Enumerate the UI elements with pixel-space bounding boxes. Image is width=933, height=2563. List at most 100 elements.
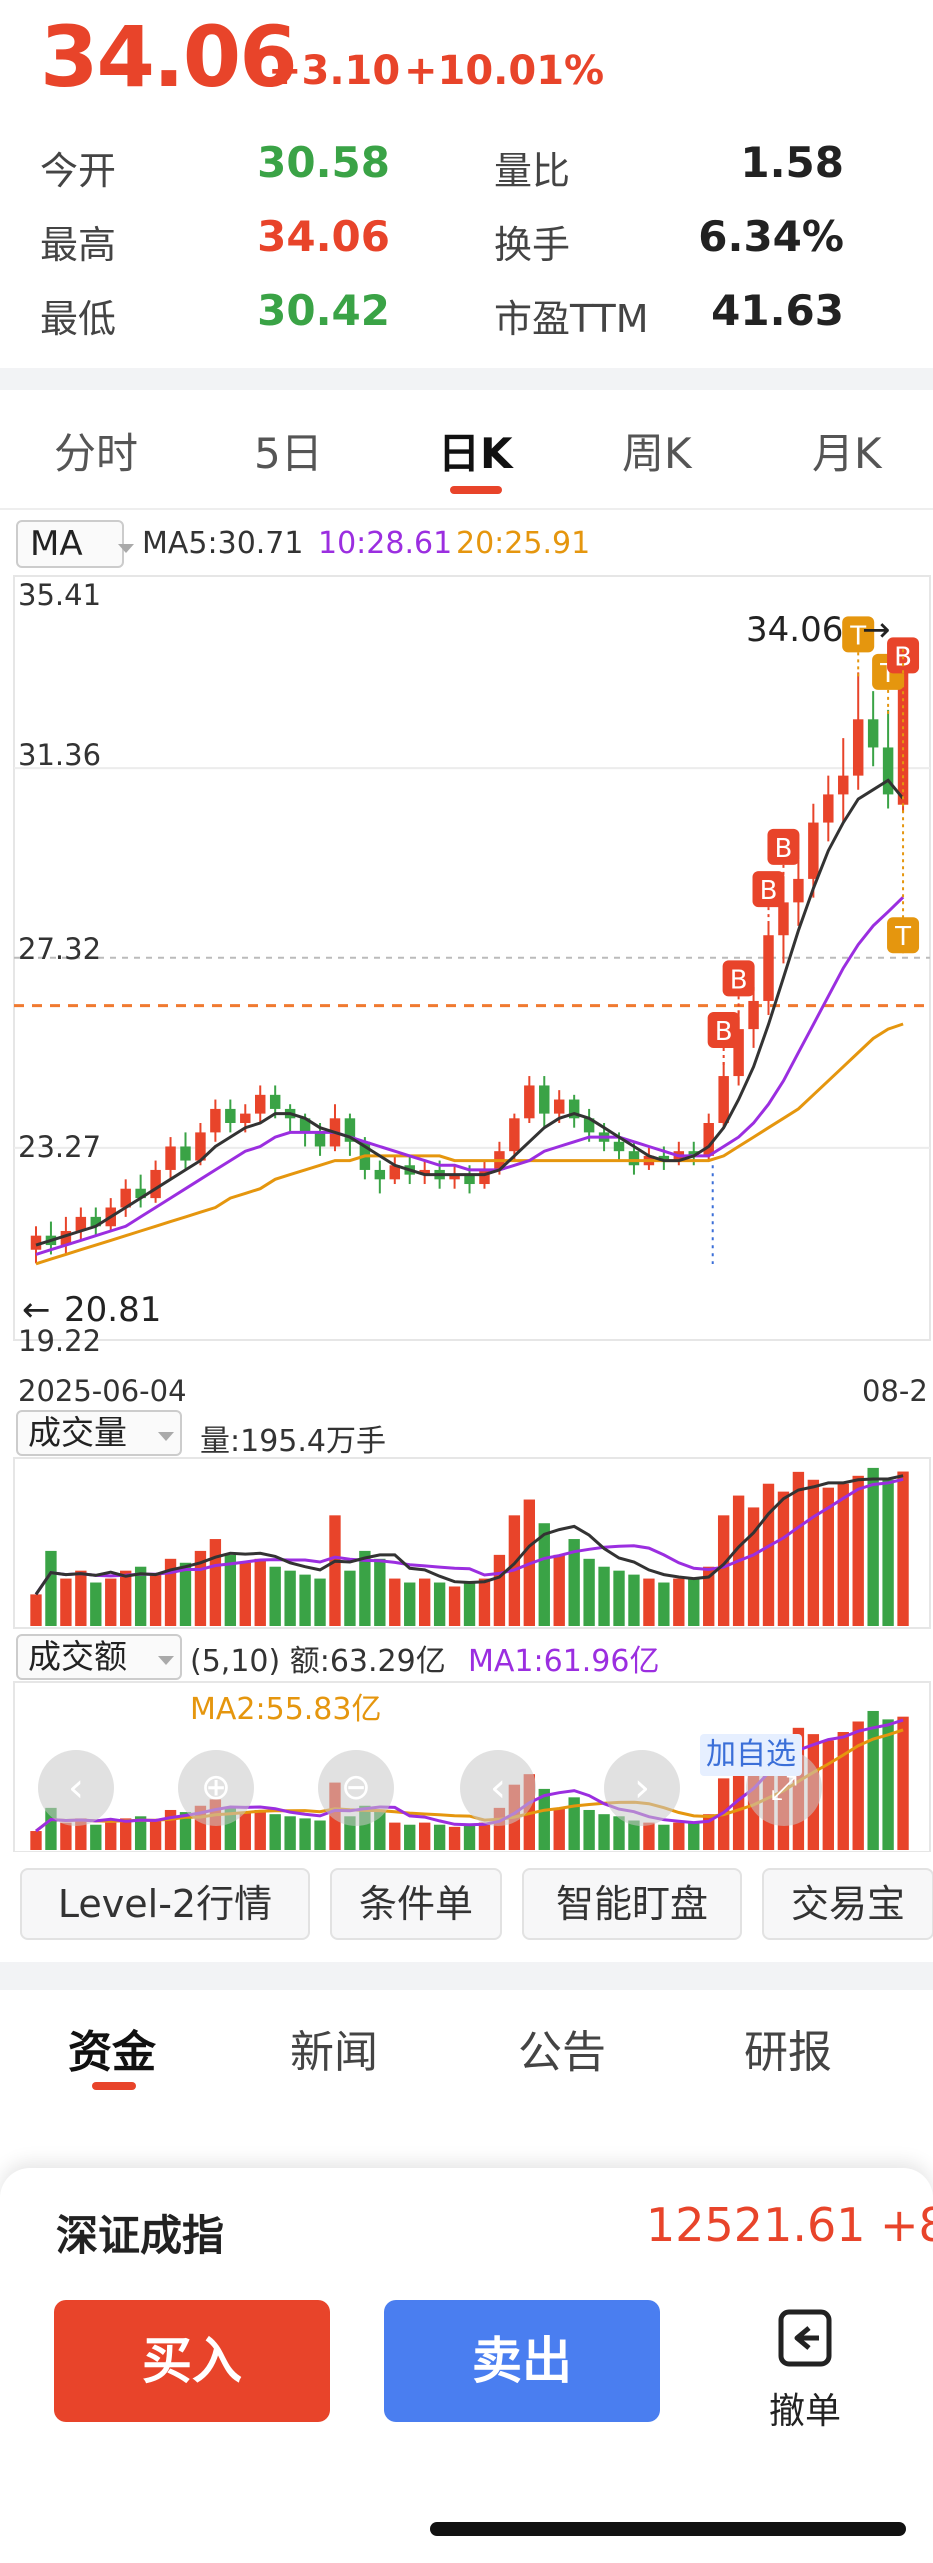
tab-weekly-k[interactable]: 周K bbox=[622, 429, 692, 478]
tab-announcements[interactable]: 公告 bbox=[518, 2027, 606, 2078]
amount-bar bbox=[673, 1822, 685, 1850]
signal-badge-t bbox=[842, 616, 875, 653]
price-change: +3.10 bbox=[268, 48, 401, 94]
amount-bar bbox=[493, 1807, 506, 1850]
amount-bar bbox=[658, 1824, 670, 1850]
sell-button[interactable]: 卖出 bbox=[384, 2300, 660, 2422]
candle bbox=[389, 1165, 401, 1180]
amount-bar bbox=[75, 1818, 87, 1850]
candle bbox=[568, 1099, 580, 1119]
chevron-down-icon bbox=[158, 1656, 174, 1665]
candle bbox=[763, 935, 774, 1001]
tab-funds[interactable]: 资金 bbox=[68, 2027, 156, 2078]
candle bbox=[75, 1216, 87, 1231]
section-divider bbox=[0, 1962, 933, 1990]
add-favorite-tag[interactable]: 加自选 bbox=[700, 1734, 802, 1776]
scroll-left-icon[interactable]: ‹ bbox=[460, 1750, 536, 1826]
signal-label: T bbox=[849, 621, 866, 651]
undo-icon bbox=[778, 2309, 832, 2367]
scroll-right-icon[interactable]: › bbox=[604, 1750, 680, 1826]
amount-bar bbox=[194, 1805, 207, 1850]
level2-chip[interactable]: Level-2行情 bbox=[20, 1868, 310, 1940]
volume-bar bbox=[598, 1566, 610, 1626]
tab-intraday[interactable]: 分时 bbox=[54, 429, 139, 478]
signal-label: T bbox=[894, 922, 911, 952]
volume-bar bbox=[284, 1570, 296, 1626]
volume-bar bbox=[254, 1558, 266, 1626]
candle bbox=[150, 1169, 161, 1199]
zoom-out-icon[interactable]: ⊖ bbox=[318, 1750, 394, 1826]
volume-bar bbox=[433, 1582, 446, 1626]
volume-bar bbox=[30, 1594, 42, 1626]
tab-daily-k[interactable]: 日K bbox=[438, 429, 513, 478]
open-value: 30.58 bbox=[257, 138, 390, 187]
volume-bar bbox=[149, 1574, 162, 1626]
ma-selector[interactable]: MA bbox=[16, 520, 134, 568]
tab-news[interactable]: 新闻 bbox=[290, 2027, 378, 2078]
amount-bar bbox=[418, 1822, 431, 1850]
candle bbox=[120, 1188, 131, 1208]
amount-bar bbox=[179, 1812, 192, 1850]
volume-bar bbox=[897, 1471, 909, 1626]
volume-bar bbox=[658, 1582, 670, 1626]
conditional-order-chip[interactable]: 条件单 bbox=[330, 1868, 502, 1940]
high-marker: 34.06 bbox=[746, 610, 844, 650]
volume-bar bbox=[194, 1550, 207, 1626]
trade-treasure-chip[interactable]: 交易宝 bbox=[762, 1868, 933, 1940]
volume-ma10-line bbox=[34, 1477, 904, 1596]
volume-bar bbox=[553, 1554, 565, 1626]
amount-bar bbox=[852, 1721, 864, 1850]
amount-bar bbox=[120, 1818, 132, 1850]
zoom-in-icon[interactable]: ⊕ bbox=[178, 1750, 254, 1826]
date-start: 2025-06-04 bbox=[18, 1374, 187, 1408]
signal-label: B bbox=[715, 1017, 733, 1047]
y-tick-4: 23.27 bbox=[18, 1130, 102, 1164]
ma-selector-label: MA bbox=[30, 524, 83, 564]
amount-bar bbox=[224, 1807, 237, 1850]
tab-5day[interactable]: 5日 bbox=[254, 429, 323, 478]
volume-legend: 量:195.4万手 bbox=[200, 1424, 386, 1459]
amount-bar bbox=[583, 1809, 595, 1850]
volume-bar bbox=[359, 1550, 371, 1626]
tab-research[interactable]: 研报 bbox=[744, 2027, 832, 2078]
candle bbox=[897, 641, 909, 805]
signal-badge-b bbox=[767, 828, 800, 865]
candle bbox=[793, 878, 804, 903]
candle bbox=[344, 1118, 356, 1142]
candle bbox=[240, 1113, 251, 1124]
amount-bar bbox=[314, 1820, 326, 1850]
candle bbox=[553, 1099, 565, 1114]
low-label: 最低 bbox=[40, 297, 117, 341]
signal-badge-b bbox=[707, 1011, 740, 1048]
amount-bar bbox=[568, 1797, 580, 1850]
volume-bar bbox=[822, 1487, 834, 1626]
index-name[interactable]: 深证成指 bbox=[56, 2211, 225, 2260]
amount-bar bbox=[90, 1824, 102, 1850]
amount-bar bbox=[448, 1826, 461, 1850]
tab-monthly-k[interactable]: 月K bbox=[812, 429, 882, 478]
candle bbox=[658, 1155, 670, 1161]
candle bbox=[524, 1085, 535, 1119]
amount-bar bbox=[598, 1814, 610, 1850]
cancel-order-button[interactable]: 撤单 bbox=[760, 2300, 850, 2432]
amount-bar bbox=[60, 1822, 72, 1850]
amount-bar bbox=[164, 1809, 177, 1850]
candle bbox=[314, 1132, 326, 1147]
volume-bar bbox=[389, 1578, 401, 1626]
pe-label: 市盈TTM bbox=[494, 297, 649, 341]
amount-bar bbox=[134, 1816, 147, 1850]
ma10-line bbox=[35, 896, 905, 1256]
candle bbox=[613, 1141, 625, 1152]
amount-bar bbox=[284, 1816, 296, 1850]
smart-watch-chip[interactable]: 智能盯盘 bbox=[522, 1868, 742, 1940]
candle bbox=[255, 1094, 266, 1114]
amount-bar bbox=[882, 1719, 894, 1850]
amount-selector[interactable]: 成交额 bbox=[16, 1634, 182, 1680]
buy-button[interactable]: 买入 bbox=[54, 2300, 330, 2422]
volume-selector[interactable]: 成交量 bbox=[16, 1410, 182, 1456]
candle bbox=[479, 1169, 490, 1185]
ma20-legend: 20:25.91 bbox=[456, 526, 591, 561]
volume-bar bbox=[852, 1475, 864, 1626]
chevron-left-icon[interactable]: ‹ bbox=[38, 1750, 114, 1826]
